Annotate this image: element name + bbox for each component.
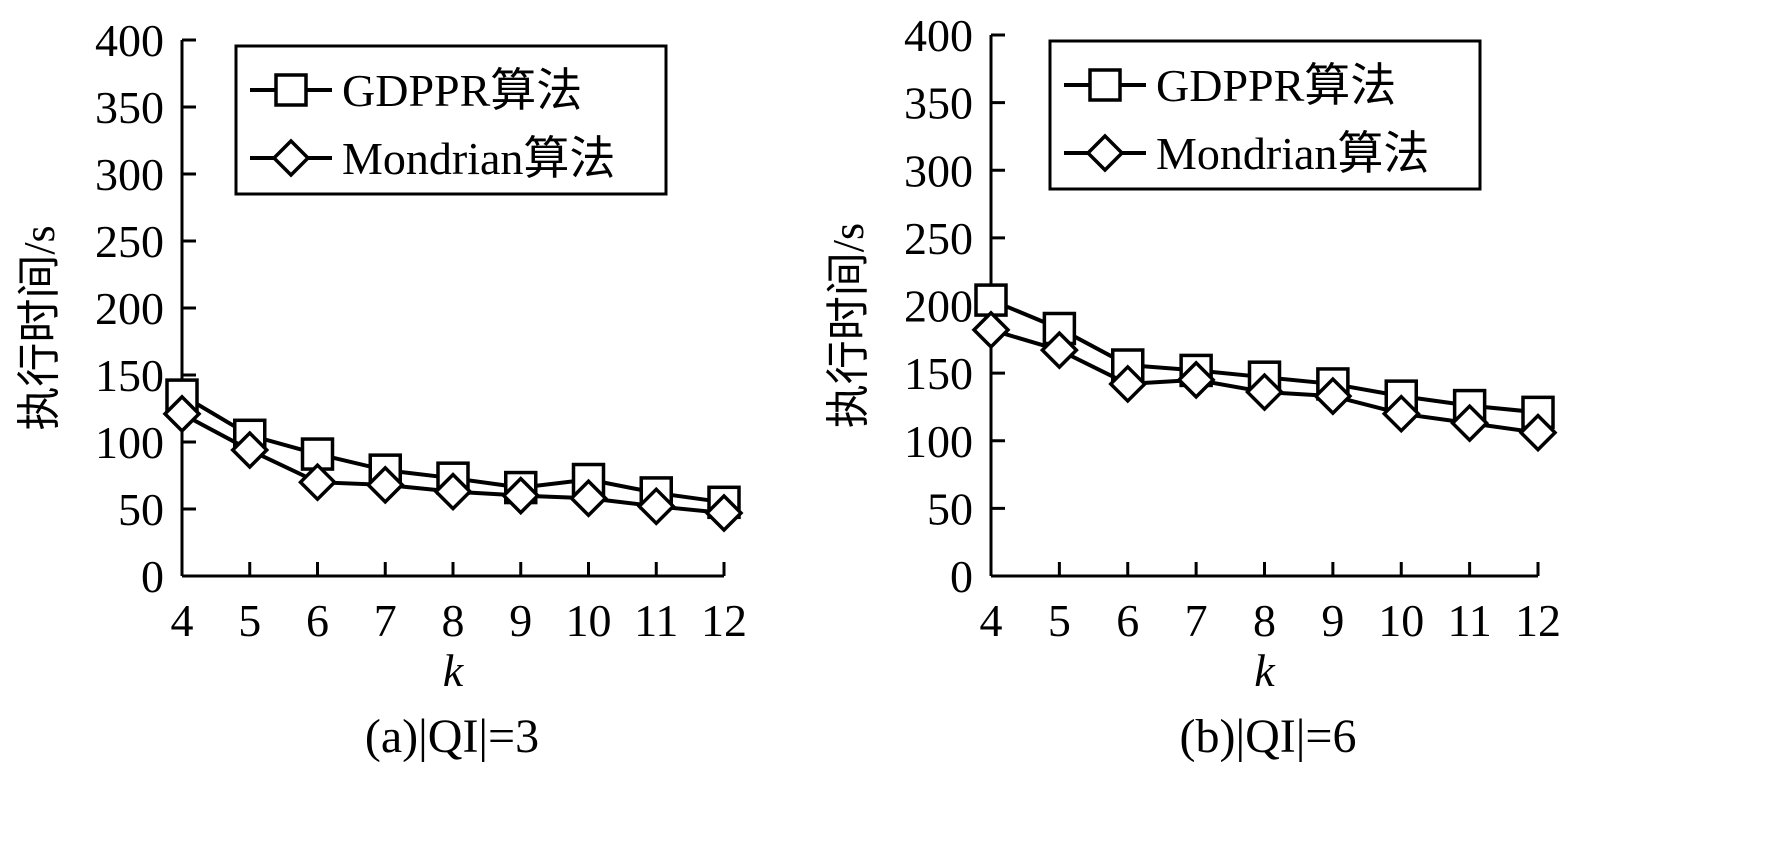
x-tick-label: 6: [1116, 595, 1139, 646]
legend-marker-diamond: [1085, 133, 1125, 173]
x-tick-label: 4: [980, 595, 1003, 646]
data-point-diamond: [569, 478, 608, 518]
data-point-diamond: [1176, 360, 1216, 400]
data-point-diamond: [1313, 376, 1353, 416]
data-point-diamond: [162, 394, 202, 434]
y-tick-label: 50: [118, 484, 164, 535]
legend-label: Mondrian算法: [1156, 128, 1429, 179]
data-point-square: [974, 283, 1008, 317]
data-point-diamond: [1108, 364, 1148, 404]
y-tick-label: 200: [904, 281, 973, 332]
data-point-diamond: [1450, 403, 1490, 443]
data-point-diamond: [298, 462, 337, 502]
y-tick-label: 0: [141, 551, 164, 602]
legend-label: GDPPR算法: [1156, 60, 1396, 111]
y-tick-label: 350: [95, 82, 164, 133]
data-point-diamond: [636, 486, 676, 526]
y-axis-label: 执行时间/s: [15, 225, 64, 430]
data-point-diamond: [365, 465, 405, 505]
y-tick-label: 350: [904, 78, 973, 129]
y-tick-label: 50: [927, 483, 973, 534]
data-point-diamond: [1381, 394, 1421, 434]
legend-marker-square: [1088, 68, 1122, 102]
x-axis-label: k: [1254, 645, 1276, 696]
y-tick-label: 250: [95, 216, 164, 267]
x-tick-label: 6: [306, 595, 329, 646]
x-tick-label: 4: [171, 595, 194, 646]
x-tick-label: 5: [238, 595, 261, 646]
y-tick-label: 250: [904, 213, 973, 264]
y-axis-label: 执行时间/s: [824, 223, 873, 428]
y-tick-label: 400: [95, 15, 164, 66]
y-tick-label: 150: [904, 348, 973, 399]
legend-label: Mondrian算法: [342, 133, 615, 184]
data-point-diamond: [501, 476, 541, 516]
chart-b: 0 50 100 150 200 250 300 350 400 4 5 6 7 8 9 10 11 12 k 执行时…: [824, 10, 1561, 763]
data-point-diamond: [230, 430, 270, 470]
chart-caption: (b)|QI|=6: [1180, 710, 1357, 763]
data-point-diamond: [433, 472, 473, 512]
x-tick-label: 12: [1515, 595, 1561, 646]
x-tick-label: 7: [1185, 595, 1208, 646]
x-tick-label: 9: [509, 595, 532, 646]
data-point-diamond: [1039, 330, 1079, 370]
legend-box: [1048, 39, 1482, 191]
y-tick-label: 100: [904, 416, 973, 467]
data-point-diamond: [971, 310, 1011, 350]
y-tick-label: 200: [95, 283, 164, 334]
y-tick-label: 0: [950, 551, 973, 602]
x-tick-label: 10: [1378, 595, 1424, 646]
chart-caption: (a)|QI|=3: [365, 710, 539, 763]
x-tick-label: 11: [634, 595, 678, 646]
data-point-diamond: [704, 493, 744, 533]
y-tick-label: 400: [904, 10, 973, 61]
x-tick-label: 8: [442, 595, 465, 646]
x-tick-label: 8: [1253, 595, 1276, 646]
legend-label: GDPPR算法: [342, 65, 582, 116]
legend-marker-diamond: [271, 138, 311, 178]
data-point-diamond: [1245, 372, 1284, 412]
x-tick-label: 9: [1321, 595, 1344, 646]
x-tick-label: 5: [1048, 595, 1071, 646]
x-tick-label: 10: [566, 595, 612, 646]
x-axis-label: k: [443, 645, 465, 696]
x-tick-label: 7: [374, 595, 397, 646]
legend-box: [234, 44, 668, 196]
x-tick-label: 11: [1447, 595, 1491, 646]
y-tick-label: 300: [95, 149, 164, 200]
data-point-diamond: [1518, 413, 1558, 453]
x-tick-label: 12: [701, 595, 747, 646]
chart-a: 0 50 100 150 200 250 300 350 400 4 5 6 7 8 9 10 11 12 k 执行时…: [15, 15, 747, 763]
y-tick-label: 100: [95, 417, 164, 468]
y-tick-label: 150: [95, 350, 164, 401]
legend-marker-square: [274, 73, 308, 107]
y-tick-label: 300: [904, 145, 973, 196]
